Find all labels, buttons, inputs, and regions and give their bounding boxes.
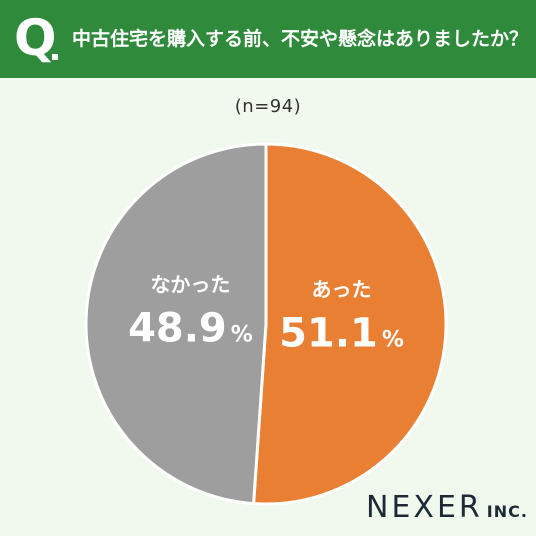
pie-slice-no [84,142,268,506]
sample-size: (n=94) [234,96,302,117]
pie-slice-yes [252,142,448,506]
question-text: 中古住宅を購入する前、不安や懸念はありましたか？ [72,28,529,50]
q-mark: Q [14,9,57,67]
nexer-logo: NEXER INC. [366,490,528,525]
slice-value-no: 48.9% [128,305,253,351]
slice-value-yes: 51.1% [279,311,404,357]
pie-slices [84,142,448,506]
logo-name: NEXER [366,490,483,525]
q-dot [52,54,58,60]
slice-label-yes: あった [312,278,372,302]
pie-labels: あった 51.1 % なかった 48.9% [128,272,404,356]
logo-suffix: INC. [486,502,528,521]
slice-label-no: なかった [150,272,230,296]
question-header: Q 中古住宅を購入する前、不安や懸念はありましたか？ [0,0,536,78]
